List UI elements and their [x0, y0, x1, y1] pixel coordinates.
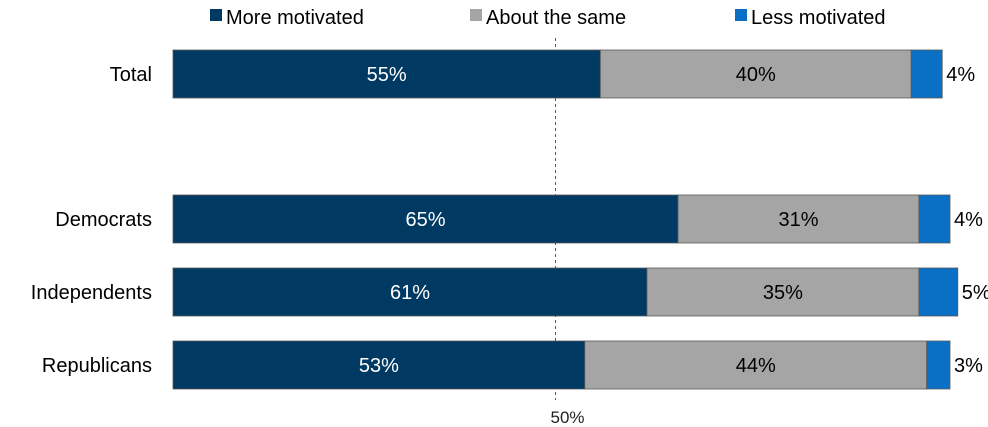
bar-democrats-about-the-same: [677, 194, 920, 244]
bars-group: 55% 40% 4% 65% 31% 4% 61% 35% 5% 53% 44% 3%: [172, 49, 988, 390]
legend-label-more-motivated: More motivated: [226, 7, 364, 29]
data-label-independents-more-motivated: 61%: [390, 282, 430, 304]
data-label-republicans-less-motivated: 3%: [954, 355, 983, 377]
legend-swatch-more-motivated: [210, 9, 222, 21]
bar-democrats-less-motivated: [918, 194, 951, 244]
category-label-democrats: Democrats: [55, 209, 152, 231]
data-label-total-less-motivated: 4%: [946, 64, 975, 86]
bar-independents-less-motivated: [918, 267, 959, 317]
bar-republicans-less-motivated: [926, 340, 951, 390]
data-label-independents-about-the-same: 35%: [763, 282, 803, 304]
bar-total-about-the-same: [599, 49, 912, 99]
category-labels-group: Total Democrats Independents Republicans: [31, 64, 152, 377]
data-label-democrats-more-motivated: 65%: [406, 209, 446, 231]
bar-total-less-motivated: [910, 49, 943, 99]
data-label-republicans-more-motivated: 53%: [359, 355, 399, 377]
data-label-republicans-about-the-same: 44%: [736, 355, 776, 377]
category-label-independents: Independents: [31, 282, 152, 304]
category-label-total: Total: [110, 64, 152, 86]
bar-independents-more-motivated: [172, 267, 648, 317]
data-label-total-more-motivated: 55%: [367, 64, 407, 86]
data-label-democrats-less-motivated: 4%: [954, 209, 983, 231]
legend-label-less-motivated: Less motivated: [751, 7, 886, 29]
reference-line-label: 50%: [550, 408, 584, 427]
legend-swatch-about-the-same: [470, 9, 482, 21]
data-label-total-about-the-same: 40%: [736, 64, 776, 86]
data-label-independents-less-motivated: 5%: [962, 282, 988, 304]
legend-label-about-the-same: About the same: [486, 7, 626, 29]
bar-republicans-more-motivated: [172, 340, 586, 390]
chart-legend: More motivated About the same Less motivat…: [210, 7, 886, 29]
bar-democrats-more-motivated: [172, 194, 679, 244]
legend-swatch-less-motivated: [735, 9, 747, 21]
bar-independents-about-the-same: [646, 267, 920, 317]
category-label-republicans: Republicans: [42, 355, 152, 377]
bar-total-more-motivated: [172, 49, 601, 99]
data-label-democrats-about-the-same: 31%: [778, 209, 818, 231]
